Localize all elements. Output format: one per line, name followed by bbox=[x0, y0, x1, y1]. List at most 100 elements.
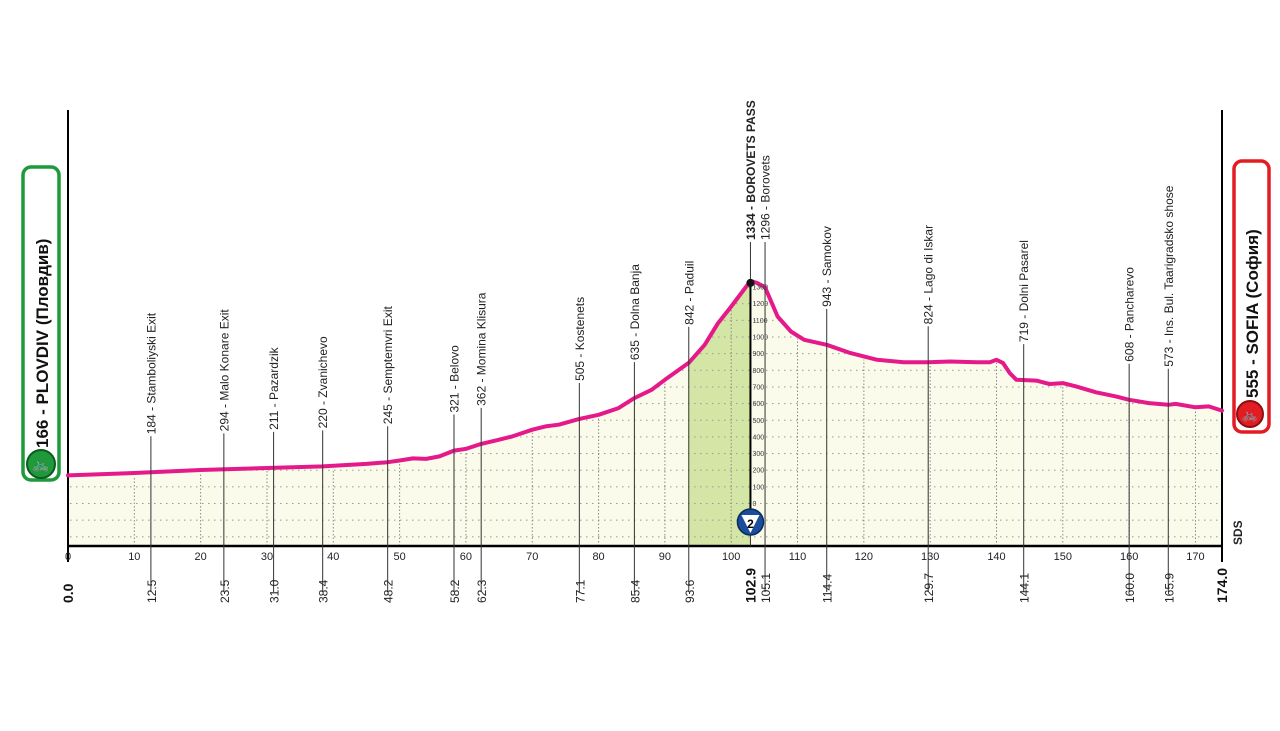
grid-dot-h bbox=[664, 469, 666, 471]
grid-dot-h bbox=[562, 519, 564, 521]
grid-dot-h bbox=[976, 403, 978, 405]
grid-dot-h bbox=[538, 536, 540, 538]
grid-dot-h bbox=[1078, 536, 1080, 538]
grid-dot-h bbox=[820, 369, 822, 371]
grid-dot-h bbox=[1042, 469, 1044, 471]
grid-dot-h bbox=[214, 503, 216, 504]
grid-dot-h bbox=[730, 403, 732, 405]
grid-dot-h bbox=[928, 469, 930, 471]
grid-dot-h bbox=[766, 353, 768, 355]
grid-dot-h bbox=[784, 486, 786, 488]
grid-dot-h bbox=[712, 453, 714, 455]
grid-dot-h bbox=[958, 436, 960, 438]
grid-dot-h bbox=[1096, 436, 1098, 438]
grid-dot-h bbox=[1102, 436, 1104, 438]
grid-dot-h bbox=[1204, 486, 1206, 488]
grid-dot-h bbox=[196, 536, 198, 538]
grid-dot-h bbox=[988, 386, 990, 388]
grid-dot-h bbox=[868, 419, 870, 421]
grid-dot-h bbox=[850, 369, 852, 371]
grid-dot-h bbox=[700, 469, 702, 471]
grid-dot-h bbox=[640, 436, 642, 438]
grid-dot-h bbox=[1144, 419, 1146, 421]
grid-dot-h bbox=[232, 519, 234, 521]
grid-dot-h bbox=[424, 486, 426, 488]
waypoint-km-label: 12.5 bbox=[145, 579, 159, 603]
grid-dot-h bbox=[838, 503, 840, 504]
grid-dot-h bbox=[838, 519, 840, 521]
waypoint-label: 505 - Kostenets bbox=[573, 297, 587, 381]
grid-dot-h bbox=[1132, 403, 1134, 405]
grid-dot-h bbox=[256, 486, 258, 488]
grid-dot-h bbox=[562, 469, 564, 471]
grid-dot-h bbox=[754, 453, 756, 455]
grid-dot-h bbox=[1018, 436, 1020, 438]
grid-dot-h bbox=[1102, 403, 1104, 405]
grid-dot-h bbox=[1120, 536, 1122, 538]
grid-dot-h bbox=[736, 503, 738, 504]
grid-dot-h bbox=[964, 403, 966, 405]
grid-dot-h bbox=[1144, 536, 1146, 538]
grid-dot-h bbox=[988, 503, 990, 504]
grid-dot-h bbox=[1210, 536, 1212, 538]
grid-dot-h bbox=[652, 486, 654, 488]
grid-dot-h bbox=[292, 519, 294, 521]
waypoint-label: 211 - Pazardzik bbox=[267, 346, 281, 429]
grid-dot-h bbox=[994, 369, 996, 371]
grid-dot-h bbox=[748, 386, 750, 388]
grid-dot-h bbox=[1204, 419, 1206, 421]
grid-dot-h bbox=[718, 503, 720, 504]
grid-dot-h bbox=[1066, 503, 1068, 504]
grid-dot-h bbox=[1120, 486, 1122, 488]
grid-dot-h bbox=[496, 469, 498, 471]
grid-dot-h bbox=[1108, 403, 1110, 405]
grid-dot-h bbox=[574, 453, 576, 455]
grid-dot-h bbox=[484, 469, 486, 471]
grid-dot-h bbox=[1192, 536, 1194, 538]
grid-dot-h bbox=[568, 503, 570, 504]
grid-dot-h bbox=[166, 519, 168, 521]
grid-dot-h bbox=[502, 519, 504, 521]
grid-dot-h bbox=[814, 486, 816, 488]
grid-dot-h bbox=[1174, 453, 1176, 455]
grid-dot-h bbox=[316, 486, 318, 488]
grid-dot-h bbox=[1030, 503, 1032, 504]
grid-dot-h bbox=[382, 469, 384, 471]
grid-dot-h bbox=[544, 436, 546, 438]
grid-dot-h bbox=[532, 536, 534, 538]
grid-dot-h bbox=[1120, 403, 1122, 405]
grid-dot-h bbox=[520, 486, 522, 488]
grid-dot-h bbox=[934, 403, 936, 405]
grid-dot-h bbox=[1066, 403, 1068, 405]
grid-dot-h bbox=[916, 436, 918, 438]
grid-dot-h bbox=[1162, 519, 1164, 521]
grid-dot-h bbox=[1072, 519, 1074, 521]
grid-dot-h bbox=[886, 403, 888, 405]
grid-dot-h bbox=[1132, 503, 1134, 504]
grid-dot-h bbox=[748, 419, 750, 421]
x-tick-label: 30 bbox=[261, 551, 273, 563]
grid-dot-h bbox=[976, 519, 978, 521]
grid-dot-h bbox=[640, 419, 642, 421]
grid-dot-h bbox=[658, 536, 660, 538]
grid-dot-h bbox=[478, 536, 480, 538]
sds-logo: SDS bbox=[1231, 520, 1245, 545]
grid-dot-h bbox=[424, 503, 426, 504]
grid-dot-h bbox=[922, 503, 924, 504]
waypoint-km-label: 62.3 bbox=[475, 579, 489, 603]
grid-dot-h bbox=[1048, 419, 1050, 421]
grid-dot-h bbox=[982, 419, 984, 421]
grid-dot-h bbox=[100, 536, 102, 538]
grid-dot-h bbox=[1048, 436, 1050, 438]
grid-dot-h bbox=[910, 386, 912, 388]
grid-dot-h bbox=[166, 486, 168, 488]
grid-dot-h bbox=[388, 519, 390, 521]
grid-dot-h bbox=[1120, 519, 1122, 521]
grid-dot-h bbox=[490, 519, 492, 521]
grid-dot-h bbox=[754, 369, 756, 371]
grid-dot-h bbox=[952, 436, 954, 438]
grid-dot-h bbox=[892, 369, 894, 371]
grid-dot-h bbox=[928, 486, 930, 488]
grid-dot-h bbox=[454, 536, 456, 538]
grid-dot-h bbox=[874, 469, 876, 471]
